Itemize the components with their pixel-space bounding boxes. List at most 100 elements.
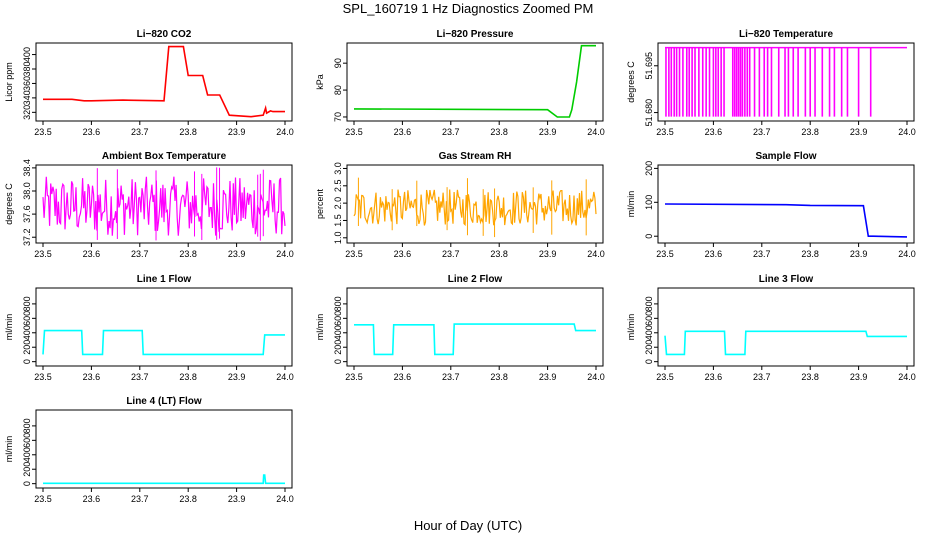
y-axis-label: ml/min bbox=[4, 314, 14, 341]
y-tick-label: 0 bbox=[22, 481, 32, 486]
x-tick-label: 24.0 bbox=[587, 127, 605, 137]
x-tick-label: 24.0 bbox=[276, 249, 294, 259]
x-tick-label: 23.6 bbox=[394, 127, 412, 137]
y-tick-label: 38.0 bbox=[22, 182, 32, 200]
x-tick-label: 23.5 bbox=[656, 249, 674, 259]
y-tick-label: 400 bbox=[22, 47, 32, 62]
chart-title: Line 2 Flow bbox=[448, 274, 503, 285]
x-tick-label: 23.7 bbox=[131, 372, 149, 382]
x-tick-label: 23.9 bbox=[228, 249, 246, 259]
x-tick-label: 23.7 bbox=[442, 249, 460, 259]
y-tick-label: 37.2 bbox=[22, 228, 32, 246]
y-tick-label: 400 bbox=[22, 325, 32, 340]
x-tick-label: 23.5 bbox=[34, 494, 52, 504]
y-tick-label: 1.5 bbox=[333, 214, 343, 227]
x-tick-label: 23.5 bbox=[345, 127, 363, 137]
plot-frame bbox=[35, 164, 293, 244]
y-tick-label: 800 bbox=[333, 296, 343, 311]
y-tick-label: 0 bbox=[22, 359, 32, 364]
y-tick-label: 90 bbox=[333, 58, 343, 68]
y-tick-label: 0 bbox=[644, 234, 654, 239]
x-tick-label: 23.8 bbox=[490, 127, 508, 137]
x-tick-label: 23.6 bbox=[83, 249, 101, 259]
series-line bbox=[664, 330, 907, 356]
x-tick-label: 23.8 bbox=[179, 249, 197, 259]
x-tick-label: 23.8 bbox=[801, 249, 819, 259]
y-tick-label: 100 bbox=[644, 195, 654, 210]
y-tick-label: 200 bbox=[644, 340, 654, 355]
x-tick-label: 24.0 bbox=[276, 127, 294, 137]
page-title: SPL_160719 1 Hz Diagnostics Zoomed PM bbox=[342, 1, 594, 16]
x-tick-label: 23.7 bbox=[442, 372, 460, 382]
x-tick-label: 23.7 bbox=[131, 249, 149, 259]
x-tick-label: 23.6 bbox=[705, 372, 723, 382]
y-tick-label: 0 bbox=[333, 359, 343, 364]
x-tick-label: 23.6 bbox=[705, 249, 723, 259]
x-tick-label: 23.7 bbox=[131, 127, 149, 137]
y-tick-label: 51.695 bbox=[644, 52, 654, 80]
y-tick-label: 400 bbox=[333, 325, 343, 340]
y-tick-label: 600 bbox=[22, 433, 32, 448]
x-tick-label: 23.7 bbox=[753, 127, 771, 137]
x-tick-label: 23.8 bbox=[490, 249, 508, 259]
y-axis-label: degrees C bbox=[4, 183, 14, 225]
x-tick-label: 24.0 bbox=[898, 372, 916, 382]
plot-frame bbox=[346, 164, 604, 244]
x-tick-label: 24.0 bbox=[898, 127, 916, 137]
x-tick-label: 23.9 bbox=[228, 127, 246, 137]
x-tick-label: 23.6 bbox=[394, 372, 412, 382]
chart-title: Line 1 Flow bbox=[137, 274, 192, 285]
x-tick-label: 23.8 bbox=[801, 127, 819, 137]
series-line bbox=[43, 45, 285, 118]
y-tick-label: 200 bbox=[333, 340, 343, 355]
chart-panel-6: Sample Flow 23.5 23.6 23.7 23.8 23.9 24.0 0 100 2… bbox=[626, 151, 916, 259]
x-tick-label: 23.8 bbox=[179, 127, 197, 137]
x-tick-label: 23.6 bbox=[83, 127, 101, 137]
x-tick-label: 23.5 bbox=[656, 372, 674, 382]
y-tick-label: 600 bbox=[22, 311, 32, 326]
plot-frame bbox=[346, 42, 604, 122]
x-tick-label: 23.5 bbox=[656, 127, 674, 137]
x-tick-label: 23.6 bbox=[83, 494, 101, 504]
plot-frame bbox=[657, 287, 915, 367]
x-tick-label: 23.9 bbox=[539, 372, 557, 382]
series-line bbox=[42, 176, 286, 236]
chart-panel-4: Ambient Box Temperature 23.5 23.6 23.7 23.8 2… bbox=[4, 151, 294, 259]
x-tick-label: 23.7 bbox=[442, 127, 460, 137]
x-tick-label: 23.9 bbox=[850, 249, 868, 259]
chart-panel-3: Li−820 Temperature 23.5 23.6 23.7 23.8 23.9 24… bbox=[626, 29, 916, 137]
chart-panel-5: Gas Stream RH 23.5 23.6 23.7 23.8 23.9 24.0 1.0… bbox=[315, 151, 605, 259]
x-tick-label: 23.8 bbox=[179, 372, 197, 382]
y-tick-label: 1.0 bbox=[333, 232, 343, 245]
x-tick-label: 23.9 bbox=[228, 372, 246, 382]
chart-panel-1: Li−820 CO2 23.5 23.6 23.7 23.8 23.9 24.0 320340… bbox=[4, 29, 294, 137]
x-tick-label: 24.0 bbox=[587, 249, 605, 259]
plot-frame bbox=[346, 287, 604, 367]
y-axis-label: degrees C bbox=[626, 61, 636, 103]
chart-title: Sample Flow bbox=[755, 151, 816, 162]
y-axis-label: ml/min bbox=[315, 314, 325, 341]
series-line bbox=[42, 329, 285, 356]
y-tick-label: 80 bbox=[333, 85, 343, 95]
chart-title: Li−820 Pressure bbox=[437, 29, 514, 40]
plot-frame bbox=[657, 42, 915, 122]
x-tick-label: 24.0 bbox=[898, 249, 916, 259]
chart-panel-2: Li−820 Pressure 23.5 23.6 23.7 23.8 23.9 24.0 7… bbox=[315, 29, 605, 137]
x-tick-label: 23.5 bbox=[345, 372, 363, 382]
x-tick-label: 24.0 bbox=[276, 372, 294, 382]
y-tick-label: 2.5 bbox=[333, 180, 343, 193]
x-tick-label: 23.5 bbox=[34, 127, 52, 137]
x-tick-label: 23.5 bbox=[34, 249, 52, 259]
x-tick-label: 23.8 bbox=[490, 372, 508, 382]
x-tick-label: 23.7 bbox=[753, 249, 771, 259]
y-tick-label: 360 bbox=[22, 76, 32, 91]
x-tick-label: 23.6 bbox=[83, 372, 101, 382]
y-tick-label: 320 bbox=[22, 105, 32, 120]
series-line bbox=[664, 203, 908, 238]
plot-frame bbox=[35, 42, 293, 122]
y-tick-label: 400 bbox=[644, 325, 654, 340]
chart-panel-9: Line 3 Flow 23.5 23.6 23.7 23.8 23.9 24.0 0 2004… bbox=[626, 274, 916, 382]
chart-title: Li−820 Temperature bbox=[739, 29, 833, 40]
series-line bbox=[353, 44, 596, 118]
x-tick-label: 24.0 bbox=[276, 494, 294, 504]
